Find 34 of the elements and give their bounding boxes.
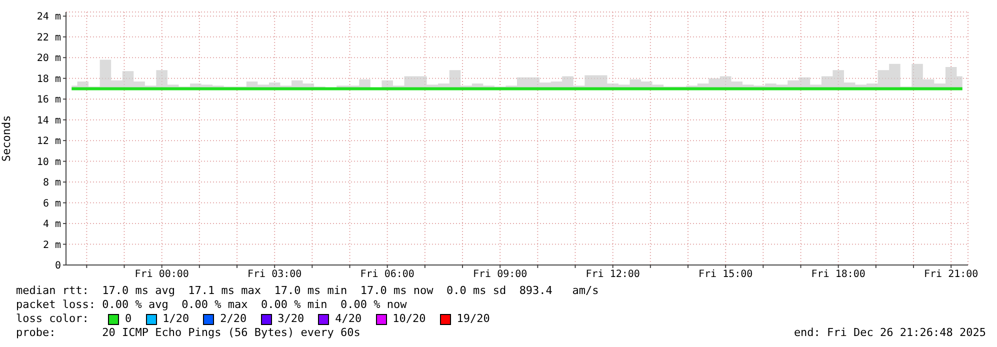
- text: packet loss: 0.00 % avg 0.00 % max 0.00 % min 0.00 % now: [16, 298, 408, 312]
- text: median rtt: 17.0 ms avg 17.1 ms max 17.0 ms min 17.0 ms now 0.0 ms sd 893.4 am/s: [16, 284, 600, 298]
- y-tick-label: 12 m: [36, 136, 61, 148]
- y-tick-label: 18 m: [36, 74, 61, 85]
- y-tick-label: 2 m: [42, 240, 61, 251]
- y-tick-label: 8 m: [42, 178, 61, 189]
- legend-label: 2/20: [220, 312, 247, 326]
- x-tick-label: Fri 18:00: [811, 269, 866, 280]
- x-tick-label: Fri 21:00: [924, 269, 978, 280]
- y-tick-label: 4 m: [42, 219, 61, 230]
- y-tick-label: 22 m: [36, 32, 61, 44]
- y-tick-label: 6 m: [42, 198, 61, 210]
- legend-title: loss color:: [16, 312, 90, 326]
- y-tick-label: 20 m: [36, 53, 61, 64]
- legend-label: 10/20: [392, 312, 426, 326]
- x-tick-label: Fri 09:00: [472, 269, 528, 280]
- y-tick-label: 0: [54, 260, 61, 272]
- y-tick-label: 16 m: [36, 94, 61, 106]
- legend-label: 3/20: [278, 312, 304, 326]
- text: end: Fri Dec 26 21:26:48 2025: [794, 326, 986, 340]
- x-tick-label: Fri 06:00: [360, 269, 414, 280]
- legend-label: 0: [125, 312, 132, 326]
- y-tick-label: 10 m: [36, 156, 61, 168]
- x-tick-label: Fri 03:00: [247, 269, 302, 280]
- text: probe: 20 ICMP Echo Pings (56 Bytes) every 60s: [16, 326, 360, 340]
- y-tick-label: 14 m: [36, 115, 61, 126]
- legend-label: 19/20: [456, 312, 490, 326]
- y-axis-title: Seconds: [0, 115, 13, 162]
- legend-label: 4/20: [335, 312, 362, 326]
- x-tick-label: Fri 15:00: [698, 269, 753, 280]
- legend-label: 1/20: [162, 312, 190, 326]
- y-tick-label: 24 m: [36, 12, 61, 23]
- x-tick-label: Fri 12:00: [586, 269, 640, 280]
- x-tick-label: Fri 00:00: [134, 269, 189, 280]
